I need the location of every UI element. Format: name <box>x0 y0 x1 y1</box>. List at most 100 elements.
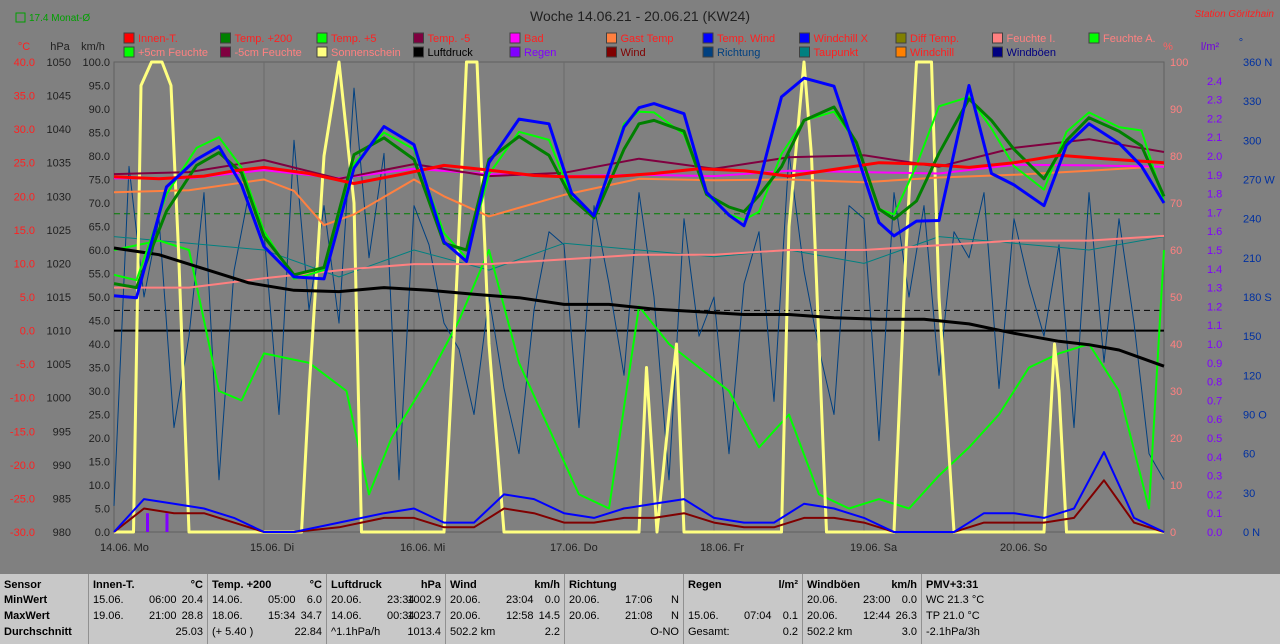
summary-header-unit: °C <box>190 579 203 591</box>
summary-cell-date: MinWert <box>4 594 48 606</box>
direction-tick-label: 240 <box>1243 214 1261 226</box>
legend-label: Regen <box>524 47 556 59</box>
legend-label: Bad <box>524 33 544 45</box>
summary-header: Temp. +200 °C <box>212 578 322 593</box>
summary-row: O-NO <box>569 625 679 640</box>
speed-unit: km/h <box>81 41 105 53</box>
legend-label: Taupunkt <box>814 47 859 59</box>
summary-cell-date: (+ 5.40 ) <box>212 626 254 638</box>
legend-swatch <box>1088 32 1100 44</box>
pressure-tick-label: 995 <box>53 426 71 438</box>
summary-row: 14.06. 05:00 6.0 <box>212 593 322 608</box>
summary-row: MinWert <box>4 593 84 608</box>
legend-label: Innen-T. <box>138 33 178 45</box>
legend-label: Windböen <box>1007 47 1057 59</box>
summary-cell-time: 23:00 <box>863 594 891 606</box>
speed-tick-label: 90.0 <box>89 104 110 116</box>
speed-tick-label: 30.0 <box>89 386 110 398</box>
summary-cell-date: Durchschnitt <box>4 626 72 638</box>
humidity-tick-label: 10 <box>1170 480 1182 492</box>
chart-canvas: Woche 14.06.21 - 20.06.21 (KW24) Station … <box>10 8 1275 554</box>
humidity-tick-label: 60 <box>1170 245 1182 257</box>
direction-tick-label: 210 <box>1243 253 1261 265</box>
series-line <box>113 153 1165 185</box>
summary-cell-time: 21:08 <box>625 610 653 622</box>
direction-tick-label: 90 O <box>1243 410 1267 422</box>
rain-tick-label: 1.6 <box>1207 226 1222 238</box>
legend-swatch <box>895 46 907 58</box>
temp-tick-label: -30.0 <box>10 527 35 539</box>
summary-header-label: PMV+3:31 <box>926 579 979 591</box>
summary-cell-date: 14.06. <box>212 594 243 606</box>
legend-swatch <box>509 46 521 58</box>
rain-tick-label: 0.7 <box>1207 395 1222 407</box>
pressure-tick-label: 1020 <box>47 258 71 270</box>
temp-tick-label: -10.0 <box>10 393 35 405</box>
summary-header-unit: l/m² <box>778 579 798 591</box>
speed-tick-label: 55.0 <box>89 269 110 281</box>
summary-cell-time: 07:04 <box>744 610 772 622</box>
summary-column: Richtung 20.06. 17:06 N 20.06. 21:08 N O-NO <box>565 574 684 644</box>
summary-cell-date: 14.06. <box>331 610 362 622</box>
summary-cell-date: 20.06. <box>450 594 481 606</box>
summary-cell-value: 25.03 <box>175 626 203 638</box>
pressure-tick-label: 1010 <box>47 326 71 338</box>
summary-cell-time: 12:58 <box>506 610 534 622</box>
temp-tick-label: -25.0 <box>10 493 35 505</box>
summary-cell-date: -2.1hPa/3h <box>926 626 980 638</box>
temp-tick-label: 40.0 <box>14 57 35 69</box>
legend-swatch <box>509 32 521 44</box>
rain-tick-label: 1.5 <box>1207 245 1222 257</box>
summary-header-label: Innen-T. <box>93 579 135 591</box>
summary-row: TP 21.0 °C <box>926 609 1278 624</box>
monthly-note: 17.4 Monat-Ø <box>29 13 90 24</box>
direction-tick-label: 60 <box>1243 449 1255 461</box>
summary-cell-value: 1013.4 <box>407 626 441 638</box>
summary-cell-time: 21:00 <box>149 610 177 622</box>
summary-cell-date: 20.06. <box>331 594 362 606</box>
summary-row: Durchschnitt <box>4 625 84 640</box>
summary-row: WC 21.3 °C <box>926 593 1278 608</box>
summary-cell-value: 3.0 <box>901 626 917 638</box>
temp-tick-label: 30.0 <box>14 124 35 136</box>
speed-tick-label: 10.0 <box>89 480 110 492</box>
summary-column: Luftdruck hPa 20.06. 23:34 1002.9 14.06. 00:34… <box>327 574 446 644</box>
summary-cell-value: 28.8 <box>181 610 203 622</box>
summary-row: 20.06. 23:34 1002.9 <box>331 593 441 608</box>
summary-cell-time: 15:34 <box>268 610 296 622</box>
summary-row: 20.06. 17:06 N <box>569 593 679 608</box>
series-line <box>113 236 1165 278</box>
direction-tick-label: 0 N <box>1243 527 1260 539</box>
summary-cell-date: WC 21.3 °C <box>926 594 985 606</box>
humidity-tick-label: 40 <box>1170 339 1182 351</box>
summary-cell-date: 19.06. <box>93 610 124 622</box>
summary-row: 20.06. 23:04 0.0 <box>450 593 560 608</box>
summary-row: ^1.1hPa/h 1013.4 <box>331 625 441 640</box>
temp-tick-label: 25.0 <box>14 158 35 170</box>
pressure-tick-label: 980 <box>53 527 71 539</box>
summary-cell-date: 20.06. <box>807 594 838 606</box>
legend-label: Temp. +5 <box>331 33 377 45</box>
summary-row: 20.06. 21:08 N <box>569 609 679 624</box>
series-line <box>113 76 1166 300</box>
pressure-tick-label: 1045 <box>47 91 71 103</box>
summary-header-unit: km/h <box>891 579 917 591</box>
rain-tick-label: 0.4 <box>1207 452 1222 464</box>
rain-tick-label: 0.9 <box>1207 358 1222 370</box>
temp-tick-label: -15.0 <box>10 426 35 438</box>
summary-header-label: Luftdruck <box>331 579 382 591</box>
rain-tick-label: 1.1 <box>1207 320 1222 332</box>
summary-header-label: Temp. +200 <box>212 579 272 591</box>
humidity-unit: % <box>1163 41 1173 53</box>
humidity-tick-label: 20 <box>1170 433 1182 445</box>
temp-tick-label: -5.0 <box>16 359 35 371</box>
rain-tick-label: 2.2 <box>1207 113 1222 125</box>
summary-cell-time: 12:44 <box>863 610 891 622</box>
summary-cell-date: Gesamt: <box>688 626 730 638</box>
day-label: 17.06. Do <box>550 542 598 554</box>
summary-cell-time: 00:34 <box>387 610 415 622</box>
summary-row: 14.06. 00:34 1023.7 <box>331 609 441 624</box>
temp-tick-label: 5.0 <box>20 292 35 304</box>
legend-swatch <box>702 32 714 44</box>
summary-row: 20.06. 12:44 26.3 <box>807 609 917 624</box>
